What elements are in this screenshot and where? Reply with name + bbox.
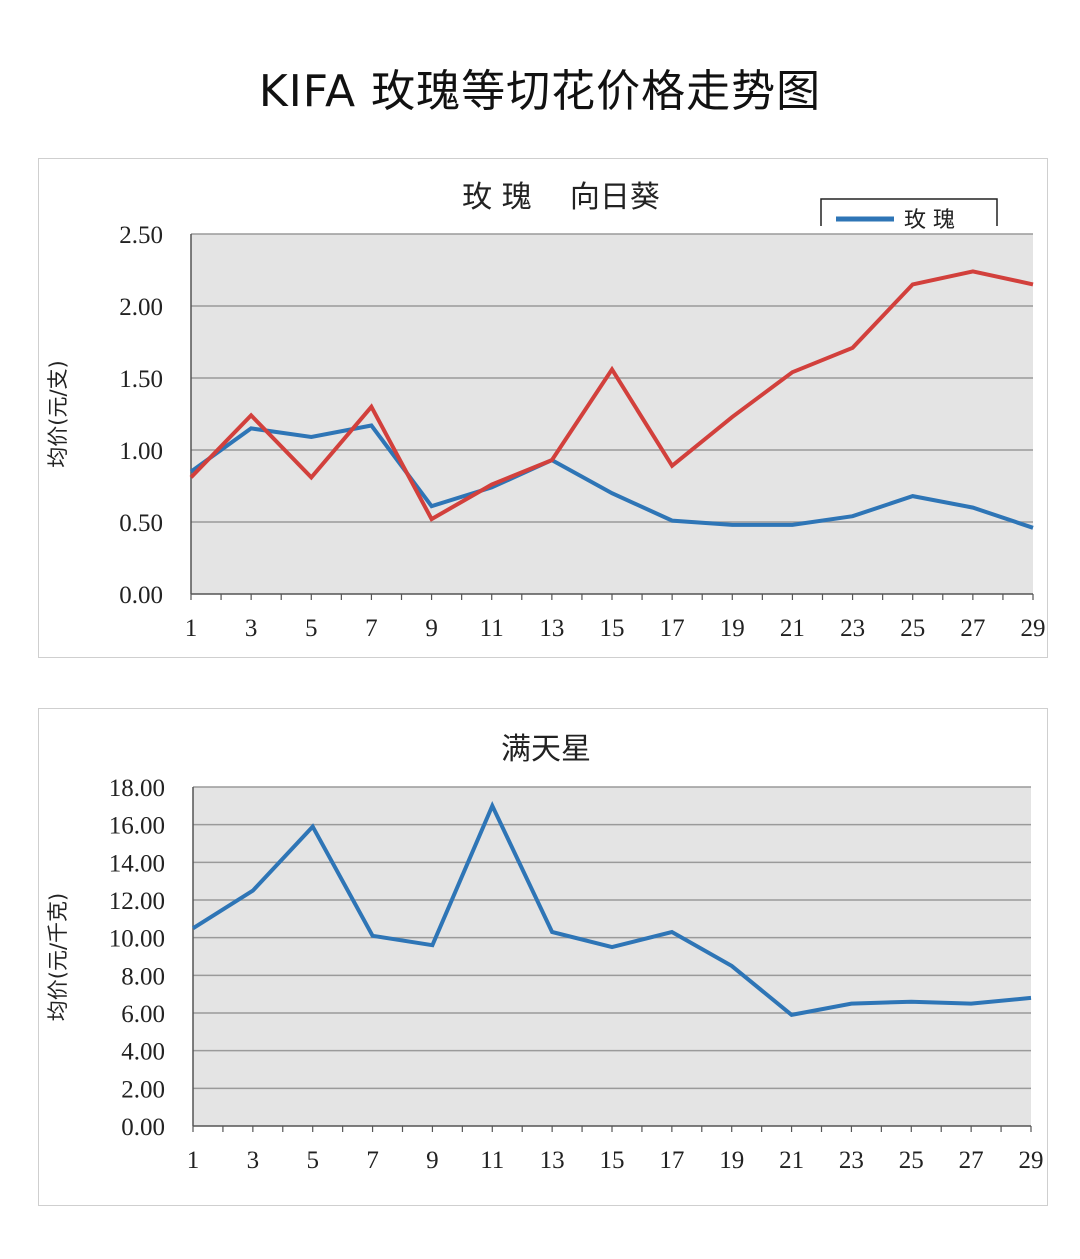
x-tick-label: 23 [839, 1147, 864, 1174]
y-tick-label: 0.00 [121, 1114, 165, 1141]
x-tick-label: 21 [779, 1147, 804, 1174]
x-tick-label: 7 [365, 615, 378, 642]
y-tick-label: 0.00 [119, 582, 163, 609]
plot-area [193, 787, 1031, 1126]
x-tick-label: 25 [900, 615, 925, 642]
x-tick-label: 3 [247, 1147, 260, 1174]
legend: 玫 瑰 [820, 198, 998, 233]
y-tick-label: 1.50 [119, 366, 163, 393]
x-tick-label: 27 [960, 615, 985, 642]
x-tick-label: 1 [185, 615, 198, 642]
x-tick-label: 17 [660, 615, 685, 642]
x-tick-label: 21 [780, 615, 805, 642]
series-line-sunflower [189, 269, 1034, 522]
gypsophila-chart: 满天星 0.00 2.00 4.00 6.00 8.00 10.00 12.00 14.00 1… [46, 732, 1044, 1174]
x-tick-label: 3 [245, 615, 258, 642]
chart-title: 满天星 [501, 732, 591, 767]
x-tick-label: 23 [840, 615, 865, 642]
y-tick-label: 6.00 [121, 1001, 165, 1028]
x-tick-label: 13 [540, 1147, 565, 1174]
x-tick-label: 5 [305, 615, 318, 642]
x-tick-label: 15 [600, 615, 625, 642]
x-tick-label: 5 [306, 1147, 319, 1174]
y-tick-label: 0.50 [119, 510, 163, 537]
rose-sunflower-chart-panel: 玫 瑰 向日葵 0.00 0.50 1.00 1.50 2.00 2.50 1 3 5 7 9 11 1… [38, 158, 1048, 658]
x-tick-label: 17 [659, 1147, 684, 1174]
y-tick-label: 12.00 [109, 888, 165, 915]
gypsophila-chart-panel: 满天星 0.00 2.00 4.00 6.00 8.00 10.00 12.00 14.00 1… [38, 708, 1048, 1206]
x-tick-label: 15 [600, 1147, 625, 1174]
y-tick-label: 10.00 [109, 926, 165, 953]
y-tick-label: 14.00 [109, 850, 165, 877]
legend-label-rose: 玫 瑰 [904, 208, 955, 233]
plot-area [191, 234, 1033, 594]
x-tick-label: 19 [720, 615, 745, 642]
x-tick-label: 29 [1021, 615, 1046, 642]
y-tick-label: 16.00 [109, 813, 165, 840]
y-axis-label: 均价(元/千克) [46, 893, 70, 1021]
rose-sunflower-chart: 玫 瑰 向日葵 0.000.501.001.502.002.501 3 5 7 9 11 1… [46, 180, 1046, 642]
x-tick-label: 7 [366, 1147, 379, 1174]
y-tick-label: 2.50 [119, 222, 163, 249]
y-tick-label: 1.00 [119, 438, 163, 465]
x-tick-label: 27 [959, 1147, 984, 1174]
x-tick-label: 19 [719, 1147, 744, 1174]
y-tick-label: 2.00 [121, 1076, 165, 1103]
x-tick-label: 29 [1019, 1147, 1044, 1174]
y-tick-label: 8.00 [121, 963, 165, 990]
x-tick-label: 9 [425, 615, 438, 642]
x-tick-label: 1 [187, 1147, 200, 1174]
x-tick-label: 11 [480, 1147, 504, 1174]
x-tick-label: 9 [426, 1147, 439, 1174]
x-tick-label: 11 [480, 615, 504, 642]
x-tick-label: 13 [539, 615, 564, 642]
x-tick-label: 25 [899, 1147, 924, 1174]
page-title: KIFA 玫瑰等切花价格走势图 [258, 66, 822, 117]
y-axis-label: 均价(元/支) [46, 360, 70, 467]
y-tick-label: 4.00 [121, 1039, 165, 1066]
chart-title: 玫 瑰 向日葵 [462, 180, 660, 215]
y-tick-label: 2.00 [119, 294, 163, 321]
y-tick-label: 18.00 [109, 775, 165, 802]
series-line-rose [191, 800, 1032, 1018]
